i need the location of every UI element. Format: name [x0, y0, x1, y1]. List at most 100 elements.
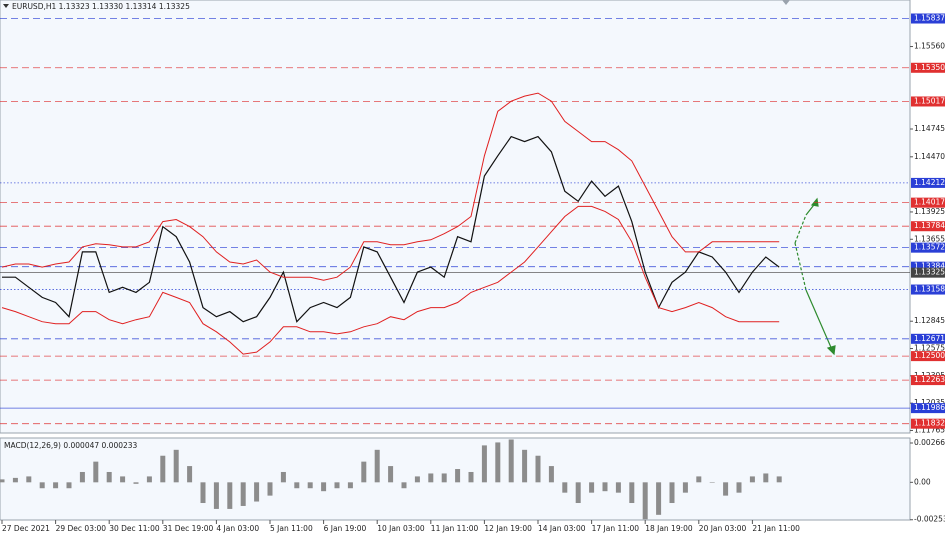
macd-bar — [26, 476, 32, 483]
macd-bar — [589, 482, 595, 493]
macd-bar — [535, 455, 541, 483]
y-tick-label: 0.002661 — [914, 438, 945, 447]
macd-bar — [294, 482, 300, 489]
macd-bar — [669, 482, 675, 504]
macd-bar — [213, 482, 219, 509]
macd-bar — [12, 477, 18, 483]
macd-bar — [776, 476, 782, 483]
x-tick-label: 18 Jan 19:00 — [645, 524, 693, 533]
macd-bar — [428, 473, 434, 483]
level-box — [911, 242, 945, 253]
macd-bar — [602, 482, 608, 492]
y-tick-label: 0.00 — [914, 477, 931, 486]
macd-bar — [66, 482, 72, 489]
level-label: 1.15837 — [914, 14, 945, 23]
price-line — [2, 135, 780, 323]
level-label: 1.12671 — [914, 334, 945, 343]
level-label: 1.14017 — [914, 198, 945, 207]
y-tick-label: 1.13655 — [914, 234, 945, 243]
y-tick-label: -0.002533 — [914, 515, 945, 524]
level-box — [911, 96, 945, 107]
x-tick-label: 30 Dec 11:00 — [109, 524, 160, 533]
macd-bar — [227, 482, 233, 509]
macd-bar — [120, 476, 126, 483]
x-tick-label: 12 Jan 19:00 — [484, 524, 532, 533]
level-box — [911, 418, 945, 429]
macd-bar — [723, 482, 729, 496]
macd-panel — [0, 437, 911, 521]
macd-bar — [682, 482, 688, 493]
level-box — [911, 403, 945, 414]
y-tick-label: 1.12035 — [914, 398, 945, 407]
level-label: 1.12500 — [914, 351, 945, 360]
y-tick-label: 1.13925 — [914, 207, 945, 216]
macd-bar — [629, 482, 635, 504]
macd-bar — [321, 482, 327, 492]
macd-bar — [414, 476, 420, 483]
macd-bar — [696, 476, 702, 483]
macd-bar — [93, 461, 99, 483]
level-label: 1.12263 — [914, 375, 945, 384]
shift-marker[interactable] — [782, 0, 790, 5]
macd-bar — [334, 482, 340, 489]
macd-bar — [642, 482, 648, 520]
level-box — [911, 284, 945, 295]
macd-bar — [79, 471, 85, 483]
menu-arrow[interactable] — [3, 4, 9, 8]
macd-bar — [709, 482, 715, 483]
x-tick-label: 31 Dec 19:00 — [163, 524, 214, 533]
macd-bar — [522, 449, 528, 483]
y-tick-label: 1.11765 — [914, 425, 945, 434]
x-tick-label: 4 Jan 03:00 — [216, 524, 259, 533]
level-label: 1.11986 — [914, 403, 945, 412]
macd-bar — [0, 479, 5, 483]
macd-bar — [749, 476, 755, 483]
macd-bar — [575, 482, 581, 504]
macd-bar — [495, 442, 501, 483]
level-label: 1.13325 — [914, 268, 945, 277]
level-box — [911, 267, 945, 278]
macd-bar — [39, 482, 45, 489]
macd-bar — [468, 471, 474, 483]
x-tick-label: 11 Jan 11:00 — [431, 524, 479, 533]
level-label: 1.13158 — [914, 285, 945, 294]
macd-bar — [763, 473, 769, 483]
level-box — [911, 177, 945, 188]
level-label: 1.13572 — [914, 243, 945, 252]
level-box — [911, 62, 945, 73]
level-label: 1.13784 — [914, 221, 945, 230]
macd-bar — [146, 476, 152, 483]
macd-bar — [240, 482, 246, 506]
level-box — [911, 221, 945, 232]
macd-bar — [481, 445, 487, 483]
macd-bar — [736, 482, 742, 493]
level-box — [911, 351, 945, 362]
x-tick-label: 14 Jan 03:00 — [538, 524, 586, 533]
x-tick-label: 21 Jan 11:00 — [752, 524, 800, 533]
y-tick-label: 1.12845 — [914, 316, 945, 325]
band-line — [1, 92, 780, 281]
macd-bar — [280, 471, 286, 483]
macd-bar — [562, 482, 568, 493]
y-tick-label: 1.15560 — [914, 42, 945, 51]
level-box — [911, 13, 945, 24]
y-tick-label: 1.12575 — [914, 344, 945, 353]
level-box — [911, 261, 945, 272]
level-label: 1.13384 — [914, 262, 945, 271]
level-label: 1.15350 — [914, 63, 945, 72]
macd-bar — [374, 449, 380, 483]
chart-title: EURUSD,H1 1.13323 1.13330 1.13314 1.1332… — [12, 2, 190, 11]
x-tick-label: 27 Dec 2021 — [2, 524, 50, 533]
x-tick-label: 17 Jan 11:00 — [592, 524, 640, 533]
macd-bar — [347, 482, 353, 489]
macd-bar — [200, 482, 206, 504]
level-box — [911, 333, 945, 344]
macd-bar — [615, 482, 621, 493]
level-box — [911, 197, 945, 208]
x-tick-label: 5 Jan 11:00 — [270, 524, 313, 533]
price-panel — [0, 0, 911, 434]
y-tick-label: 1.14470 — [914, 152, 945, 161]
macd-title: MACD(12,26,9) 0.000047 0.000233 — [4, 441, 138, 450]
level-label: 1.11832 — [914, 419, 945, 428]
